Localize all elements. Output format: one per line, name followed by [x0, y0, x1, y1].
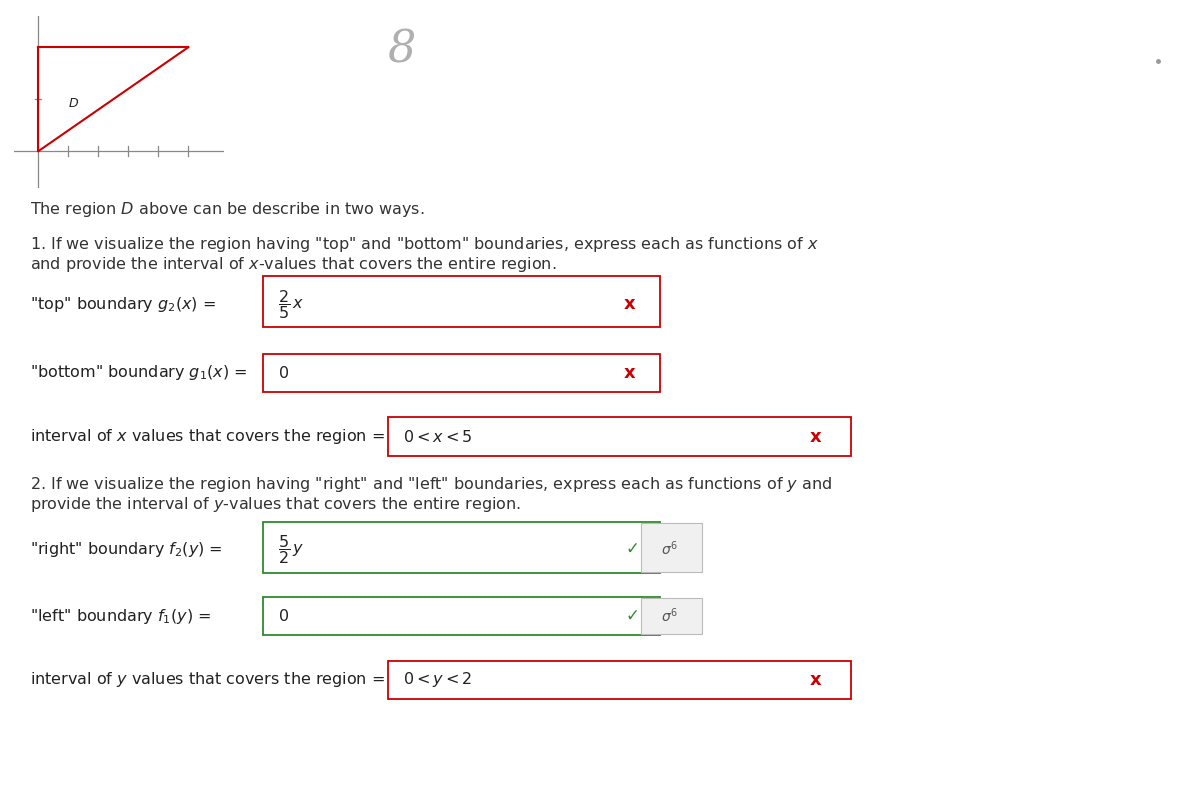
Text: "top" boundary $g_2(x)$ =: "top" boundary $g_2(x)$ = [30, 295, 216, 314]
Text: "bottom" boundary $g_1(x)$ =: "bottom" boundary $g_1(x)$ = [30, 363, 247, 382]
Text: 1. If we visualize the region having "top" and "bottom" boundaries, express each: 1. If we visualize the region having "to… [30, 235, 818, 254]
Text: ✓: ✓ [625, 607, 640, 625]
Text: The region $D$ above can be describe in two ways.: The region $D$ above can be describe in … [30, 200, 425, 219]
Text: provide the interval of $y$-values that covers the entire region.: provide the interval of $y$-values that … [30, 495, 521, 514]
FancyBboxPatch shape [388, 417, 851, 456]
FancyBboxPatch shape [263, 522, 660, 573]
Text: $0$: $0$ [278, 365, 289, 381]
Text: $D$: $D$ [68, 97, 79, 110]
FancyBboxPatch shape [388, 661, 851, 699]
Text: $0 < x < 5$: $0 < x < 5$ [403, 429, 473, 444]
Text: $\sigma^6$: $\sigma^6$ [661, 606, 678, 626]
Text: "right" boundary $f_2(y)$ =: "right" boundary $f_2(y)$ = [30, 539, 223, 559]
Text: interval of $y$ values that covers the region =: interval of $y$ values that covers the r… [30, 670, 385, 689]
Text: x: x [810, 428, 822, 445]
Text: $\dfrac{5}{2}\,y$: $\dfrac{5}{2}\,y$ [278, 532, 305, 566]
Text: x: x [624, 364, 636, 381]
Text: $0$: $0$ [278, 608, 289, 624]
Text: $0 < y < 2$: $0 < y < 2$ [403, 670, 473, 689]
Text: $\sigma^6$: $\sigma^6$ [661, 539, 678, 559]
Text: 8: 8 [388, 28, 416, 71]
Text: ✓: ✓ [625, 540, 640, 558]
FancyBboxPatch shape [263, 354, 660, 392]
FancyBboxPatch shape [263, 276, 660, 327]
Text: and provide the interval of $x$-values that covers the entire region.: and provide the interval of $x$-values t… [30, 255, 557, 274]
Text: interval of $x$ values that covers the region =: interval of $x$ values that covers the r… [30, 427, 385, 446]
Text: x: x [810, 671, 822, 689]
Text: $\dfrac{2}{5}\,x$: $\dfrac{2}{5}\,x$ [278, 287, 305, 321]
Text: "left" boundary $f_1(y)$ =: "left" boundary $f_1(y)$ = [30, 606, 211, 626]
FancyBboxPatch shape [263, 597, 660, 635]
Text: 2. If we visualize the region having "right" and "left" boundaries, express each: 2. If we visualize the region having "ri… [30, 475, 832, 494]
FancyBboxPatch shape [641, 523, 702, 572]
FancyBboxPatch shape [641, 598, 702, 634]
Text: x: x [624, 295, 636, 313]
